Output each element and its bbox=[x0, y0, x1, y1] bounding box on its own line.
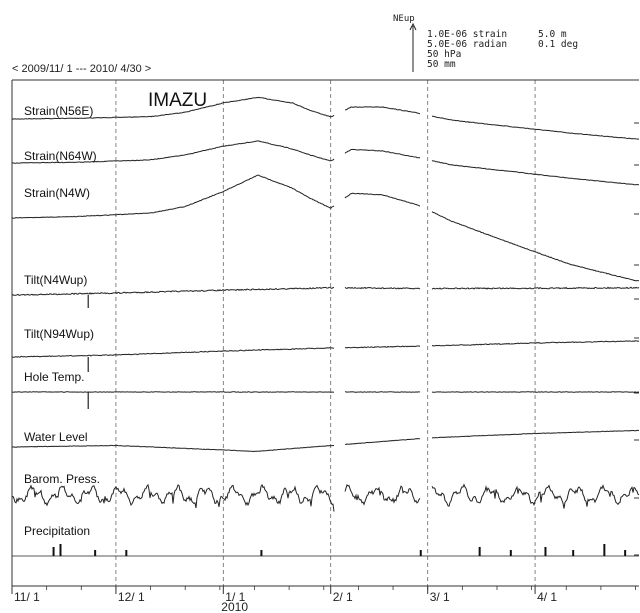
series-label: Barom. Press. bbox=[24, 472, 100, 486]
precipitation-bar bbox=[125, 550, 128, 556]
scale-arrow-head bbox=[409, 22, 417, 31]
precipitation-bar bbox=[509, 550, 512, 556]
traces bbox=[11, 96, 640, 557]
precipitation-bar bbox=[59, 544, 62, 556]
scale-row-unit: 0.1 deg bbox=[538, 39, 578, 50]
x-tick-label: 3/ 1 bbox=[430, 590, 450, 604]
station-name: IMAZU bbox=[148, 90, 207, 111]
x-tick-label: 12/ 1 bbox=[118, 590, 145, 604]
scale-row-label: 5.0E-06 radian bbox=[427, 39, 507, 50]
precipitation-bar bbox=[419, 550, 422, 556]
x-tick-label: 11/ 1 bbox=[14, 590, 40, 604]
series-label: Precipitation bbox=[24, 524, 90, 538]
series-label: Tilt(N4Wup) bbox=[24, 273, 87, 287]
series-label: Water Level bbox=[24, 430, 88, 444]
precipitation-bar bbox=[624, 550, 627, 556]
x-tick-label: 2/ 1 bbox=[333, 590, 353, 604]
series-line bbox=[11, 340, 640, 358]
series-line bbox=[11, 483, 640, 512]
precipitation-bar bbox=[478, 547, 481, 556]
series-line bbox=[11, 174, 640, 282]
grid-lines bbox=[115, 80, 536, 586]
series-line bbox=[11, 140, 639, 186]
scale-row-unit: 5.0 m bbox=[538, 29, 567, 40]
period-label: < 2009/11/ 1 --- 2010/ 4/30 > bbox=[12, 63, 151, 75]
precipitation-bar bbox=[603, 544, 606, 556]
series-label: Strain(N56E) bbox=[24, 104, 93, 118]
precipitation-bar bbox=[94, 550, 97, 556]
scale-row-label: 50 hPa bbox=[427, 49, 461, 60]
series-line bbox=[11, 429, 640, 453]
year-label: 2010 bbox=[221, 600, 248, 613]
scale-row-label: 1.0E-06 strain bbox=[427, 29, 507, 40]
precipitation-bar bbox=[260, 550, 263, 556]
labels: 11/ 1 12/ 1 1/ 1 2/ 1 3/ 1 4/ 1 2010 Strain(N56… bbox=[14, 104, 557, 613]
series-label: Hole Temp. bbox=[24, 370, 84, 384]
precipitation-bar bbox=[572, 550, 575, 556]
scale-row-label: 50 mm bbox=[427, 59, 456, 70]
series-line bbox=[11, 96, 640, 140]
series-label: Strain(N4W) bbox=[24, 186, 90, 200]
series-line bbox=[11, 286, 640, 296]
x-tick-label: 1/ 1 bbox=[225, 590, 245, 604]
header: < 2009/11/ 1 --- 2010/ 4/30 > IMAZU NEup 1.… bbox=[12, 14, 578, 111]
precipitation-bar bbox=[544, 547, 547, 556]
series-label: Tilt(N94Wup) bbox=[24, 327, 94, 341]
x-tick-label: 4/ 1 bbox=[537, 590, 557, 604]
series-label: Strain(N64W) bbox=[24, 149, 97, 163]
north-east-up-label: NEup bbox=[393, 14, 415, 24]
precipitation-bar bbox=[52, 547, 55, 556]
axes bbox=[11, 79, 639, 594]
